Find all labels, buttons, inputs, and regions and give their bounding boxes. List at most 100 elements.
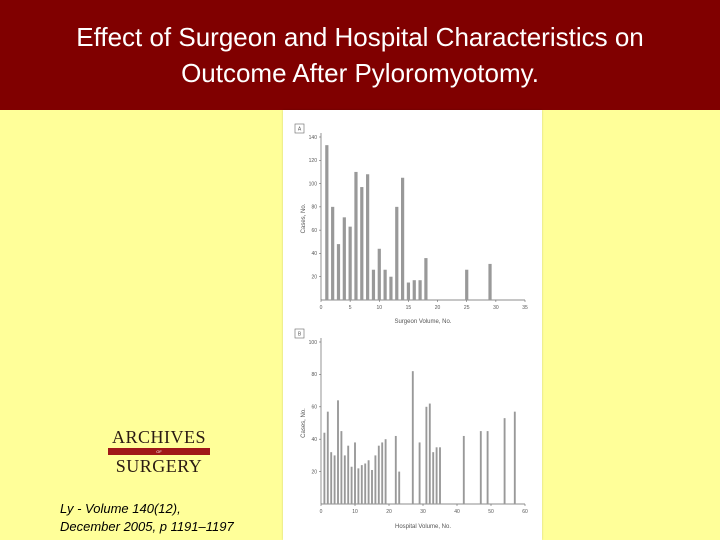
chart-a-y-tick-label: 20 bbox=[311, 275, 317, 281]
chart-a-bar bbox=[406, 282, 411, 300]
chart-a-bar bbox=[418, 280, 422, 300]
chart-a-y-tick-label: 120 bbox=[309, 158, 318, 164]
chart-b-bar bbox=[398, 471, 401, 504]
chart-a-x-tick-label: 15 bbox=[406, 305, 412, 311]
chart-a-bar bbox=[424, 258, 428, 300]
chart-b-x-tick-label: 0 bbox=[320, 509, 323, 515]
chart-b-bar bbox=[435, 447, 438, 504]
chart-b-bar bbox=[479, 431, 482, 504]
chart-b-bar bbox=[367, 460, 370, 504]
chart-a-y-tick-label: 40 bbox=[311, 251, 317, 257]
chart-b-bar bbox=[354, 442, 356, 504]
chart-b-bar bbox=[340, 431, 343, 504]
chart-b-bar bbox=[364, 463, 367, 504]
chart-b-y-tick-label: 80 bbox=[311, 372, 317, 378]
chart-b-bar bbox=[323, 432, 326, 504]
chart-b-x-tick-label: 20 bbox=[386, 509, 392, 515]
chart-b-bar bbox=[394, 435, 397, 504]
chart-b-bar bbox=[439, 447, 441, 504]
chart-b-bar bbox=[326, 411, 329, 504]
chart-b-y-axis-title: Cases, No. bbox=[301, 408, 307, 438]
logo-archives-text: ARCHIVES bbox=[111, 427, 206, 447]
chart-b-bar bbox=[337, 400, 339, 504]
chart-a-bar bbox=[412, 280, 416, 300]
chart-a-x-tick-label: 35 bbox=[522, 305, 528, 311]
chart-b-x-tick-label: 40 bbox=[454, 509, 460, 515]
chart-b-bar bbox=[350, 466, 353, 504]
citation-line-2: December 2005, p 1191–1197 bbox=[60, 519, 234, 534]
chart-a-bar bbox=[342, 217, 346, 300]
chart-b-y-tick-label: 60 bbox=[311, 405, 317, 411]
chart-a-bar bbox=[348, 226, 352, 300]
citation-line-1: Ly - Volume 140(12), bbox=[60, 501, 181, 516]
chart-b-x-tick-label: 10 bbox=[352, 509, 358, 515]
chart-a-bar bbox=[400, 177, 405, 300]
chart-b-panel-label: B bbox=[298, 332, 302, 338]
chart-b-bar bbox=[432, 452, 435, 504]
chart-a-bar bbox=[331, 206, 335, 300]
chart-b-bar bbox=[377, 445, 380, 504]
chart-b-y-tick-label: 100 bbox=[309, 340, 318, 346]
chart-a-y-tick-label: 100 bbox=[309, 181, 318, 187]
chart-b-y-tick-label: 20 bbox=[311, 469, 317, 475]
chart-b-x-axis-title: Hospital Volume, No. bbox=[395, 524, 451, 530]
chart-a-bar bbox=[325, 145, 329, 300]
figure-panel: A 20 40 60 80 100 120 140 0 5 10 15 20 25 30 35 Surgeon … bbox=[283, 110, 542, 540]
logo-surgery-text: SURGERY bbox=[115, 456, 203, 476]
chart-b-bar bbox=[343, 455, 346, 504]
chart-a-x-tick-label: 25 bbox=[464, 305, 470, 311]
chart-a-panel-label-box bbox=[294, 123, 305, 134]
title-bar: Effect of Surgeon and Hospital Character… bbox=[0, 0, 720, 110]
chart-a-x-tick-label: 0 bbox=[320, 305, 323, 311]
chart-a-x-tick-label: 30 bbox=[493, 305, 499, 311]
chart-a-bar bbox=[395, 206, 399, 300]
chart-b-bar bbox=[425, 406, 428, 504]
chart-a-x-axis-title: Surgeon Volume, No. bbox=[394, 319, 451, 325]
chart-b-bar bbox=[347, 445, 350, 504]
chart-a-panel-label: A bbox=[298, 127, 302, 133]
chart-a-bar bbox=[377, 248, 381, 300]
chart-b-x-tick-label: 60 bbox=[522, 509, 528, 515]
chart-b-bar bbox=[371, 469, 373, 504]
chart-b-bar bbox=[462, 435, 465, 504]
chart-a-bar bbox=[366, 174, 370, 300]
chart-b-bar bbox=[428, 403, 431, 504]
chart-b-bar bbox=[381, 442, 384, 504]
chart-b-bar bbox=[357, 468, 360, 504]
chart-a-bar bbox=[371, 269, 376, 300]
chart-b-bar bbox=[333, 455, 336, 504]
chart-b-bar bbox=[360, 465, 363, 504]
chart-a-y-axis-title: Cases, No. bbox=[301, 203, 307, 233]
archives-of-surgery-logo: ARCHIVES OF SURGERY bbox=[108, 428, 210, 475]
chart-b-x-tick-label: 30 bbox=[420, 509, 426, 515]
chart-a-bar bbox=[488, 263, 492, 300]
chart-b-bar bbox=[374, 455, 377, 504]
chart-b-y-tick-label: 40 bbox=[311, 437, 317, 443]
chart-b-panel-label-box bbox=[294, 328, 305, 339]
chart-a-y-tick-label: 60 bbox=[311, 228, 317, 234]
chart-b-x-tick-label: 50 bbox=[488, 509, 494, 515]
chart-b-bar bbox=[384, 439, 387, 504]
citation: Ly - Volume 140(12), December 2005, p 11… bbox=[60, 500, 280, 536]
chart-a-x-tick-label: 10 bbox=[377, 305, 383, 311]
logo-of-text: OF bbox=[108, 448, 210, 455]
chart-a-y-tick-label: 80 bbox=[311, 205, 317, 211]
chart-a-bar bbox=[354, 171, 358, 300]
slide-title-line-1: Effect of Surgeon and Hospital Character… bbox=[76, 22, 644, 52]
chart-a-x-tick-label: 5 bbox=[349, 305, 352, 311]
chart-b-bar bbox=[330, 452, 333, 504]
chart-a-bar bbox=[360, 187, 364, 300]
chart-a-y-tick-label: 140 bbox=[309, 135, 318, 141]
chart-b-bar bbox=[486, 431, 489, 504]
chart-b-bar bbox=[513, 411, 516, 504]
chart-b-bar bbox=[411, 371, 414, 504]
chart-a-bar bbox=[389, 276, 393, 300]
chart-a-x-tick-label: 20 bbox=[435, 305, 441, 311]
chart-a-bar bbox=[336, 244, 341, 300]
chart-a-bar bbox=[465, 269, 469, 300]
chart-b-bar bbox=[503, 418, 506, 504]
chart-b-bar bbox=[418, 442, 421, 504]
slide-title-line-2: Outcome After Pyloromyotomy. bbox=[181, 58, 539, 88]
chart-a-bar bbox=[383, 269, 387, 300]
